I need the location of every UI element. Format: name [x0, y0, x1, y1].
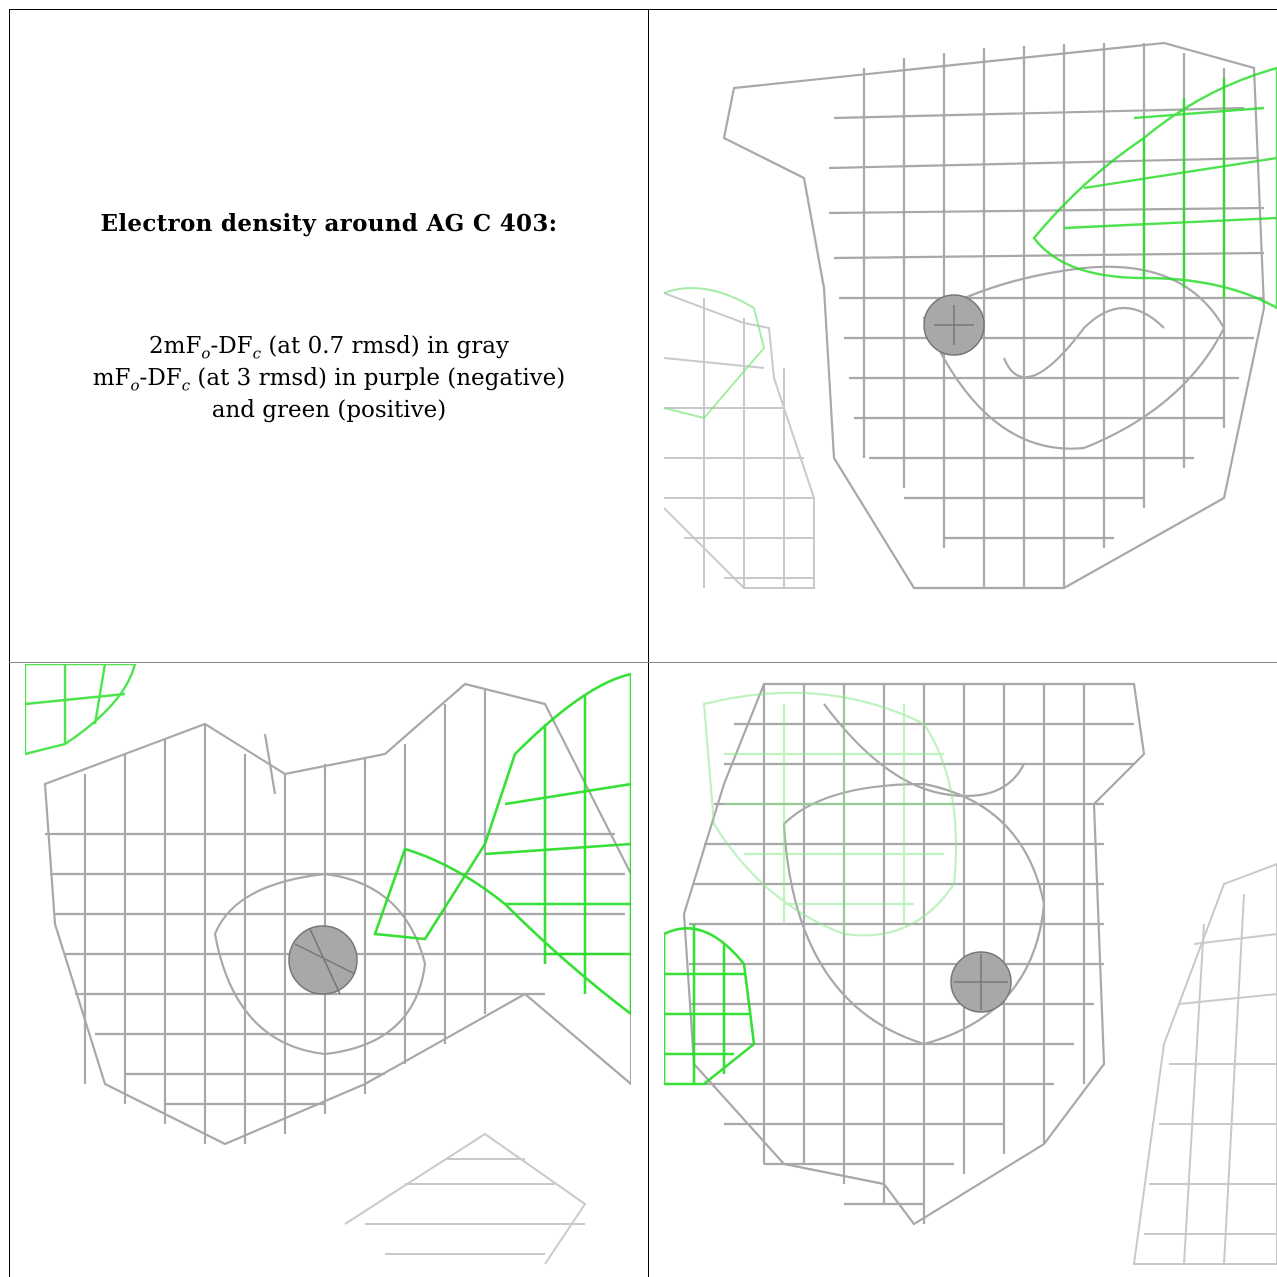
table-border-middle-vertical	[648, 9, 649, 1277]
silver-ion-sphere	[288, 925, 358, 995]
legend1-pre: 2mF	[149, 333, 202, 359]
gray-mesh	[722, 41, 1266, 590]
legend1-post: (at 0.7 rmsd) in gray	[261, 333, 509, 359]
gray-mesh	[682, 682, 1146, 1226]
mesh-view-bottom-left	[25, 664, 631, 1265]
legend1-sub-o: o	[201, 344, 211, 363]
legend2-sub-c: c	[181, 376, 191, 395]
legend2-post: (at 3 rmsd) in purple (negative)	[190, 365, 566, 391]
legend-line-green: and green (positive)	[211, 397, 447, 423]
table-border-top	[9, 9, 1277, 10]
gray-mesh-left-fragment	[664, 292, 815, 589]
legend1-mid: -DF	[210, 333, 253, 359]
legend-line-2fo-fc: 2mFo-DFc (at 0.7 rmsd) in gray	[10, 330, 648, 370]
table-border-middle-horizontal	[9, 662, 1277, 663]
green-mesh-faint	[702, 691, 958, 937]
density-panel-bottom-right	[664, 664, 1277, 1277]
legend2-sub-o: o	[130, 376, 140, 395]
mesh-view-top-right	[664, 41, 1277, 590]
green-mesh-left	[664, 287, 766, 420]
figure-title: Electron density around AG C 403:	[100, 210, 558, 237]
green-mesh	[664, 924, 756, 1086]
green-mesh	[373, 672, 631, 1016]
gray-mesh-right-fragment	[1132, 862, 1277, 1265]
green-mesh-corner	[25, 664, 137, 756]
density-panel-bottom-left	[25, 664, 631, 1277]
legend-line-fo-fc: mFo-DFc (at 3 rmsd) in purple (negative)	[10, 362, 648, 402]
legend2-pre: mF	[92, 365, 131, 391]
table-border-left	[9, 9, 10, 1277]
legend-cell: Electron density around AG C 403: 2mFo-D…	[10, 10, 648, 662]
gray-mesh-lower-fragment	[344, 1132, 587, 1265]
density-panel-top-right	[664, 28, 1277, 612]
gray-mesh	[43, 682, 631, 1146]
legend1-sub-c: c	[252, 344, 262, 363]
mesh-view-bottom-right	[664, 682, 1277, 1265]
legend2-mid: -DF	[139, 365, 182, 391]
